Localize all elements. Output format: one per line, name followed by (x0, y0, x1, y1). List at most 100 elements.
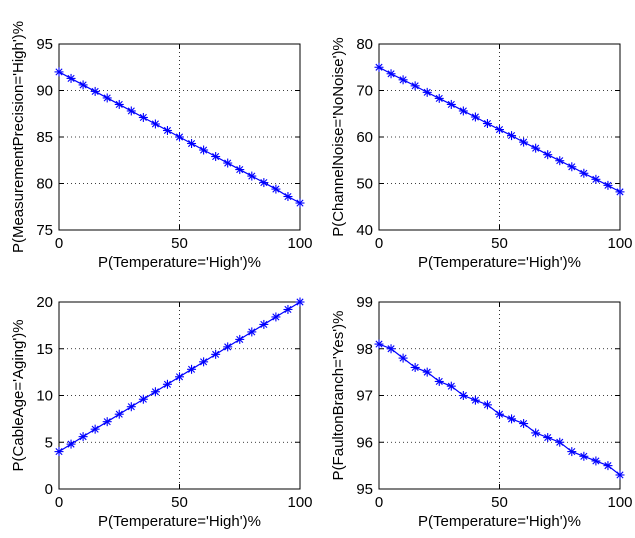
data-point (187, 139, 197, 149)
y-tick-label: 80 (36, 176, 53, 193)
data-point (591, 174, 601, 184)
data-point (271, 184, 281, 194)
chart-panel-4: 0 50 100 95 96 97 98 99 P(Temperature='High')% P(… (330, 294, 633, 530)
data-point (247, 171, 257, 181)
data-point (150, 119, 160, 129)
data-point (259, 178, 269, 188)
x-tick-label: 0 (375, 235, 383, 252)
x-axis-label: P(Temperature='High')% (418, 254, 581, 271)
data-point (422, 87, 432, 97)
data-point (603, 461, 613, 471)
data-point (398, 353, 408, 363)
data-point (482, 119, 492, 129)
y-tick-label: 40 (356, 222, 373, 239)
data-point (54, 447, 64, 457)
data-point (615, 470, 625, 480)
data-point (114, 99, 124, 109)
data-point (126, 402, 136, 412)
data-point (458, 106, 468, 116)
data-point (458, 391, 468, 400)
data-point (470, 112, 480, 122)
chart-panel-1: 0 50 100 75 80 85 90 95 P(Temperature='High')% P(… (10, 21, 313, 271)
data-point (175, 132, 184, 142)
y-tick-label: 97 (356, 388, 373, 405)
data-point (374, 62, 384, 72)
data-point (66, 439, 76, 449)
data-point (283, 304, 293, 314)
data-point (102, 93, 112, 103)
x-tick-label: 50 (491, 235, 508, 252)
data-point (519, 419, 529, 429)
x-tick-label: 0 (55, 494, 63, 511)
data-point (235, 334, 245, 344)
data-point (410, 81, 420, 91)
y-tick-label: 10 (36, 388, 53, 405)
data-point (199, 145, 209, 155)
data-point (422, 367, 432, 377)
data-point (114, 409, 124, 419)
data-point (507, 414, 517, 424)
data-point (543, 150, 553, 160)
data-point (235, 165, 245, 175)
x-tick-label: 0 (55, 235, 63, 252)
y-tick-label: 96 (356, 434, 373, 451)
x-tick-label: 50 (491, 494, 508, 511)
data-point (555, 437, 565, 447)
data-point (223, 158, 233, 168)
y-tick-label: 95 (36, 36, 53, 53)
y-tick-label: 90 (36, 83, 53, 100)
data-point (579, 168, 589, 178)
data-point (211, 349, 221, 359)
x-tick-label: 0 (375, 494, 383, 511)
data-point (138, 394, 148, 404)
y-tick-label: 85 (36, 129, 53, 146)
data-point (102, 417, 112, 427)
y-tick-label: 60 (356, 129, 373, 146)
data-point (519, 137, 529, 147)
y-tick-label: 5 (45, 434, 53, 451)
data-point (66, 73, 76, 83)
data-point (591, 456, 601, 466)
data-point (567, 447, 577, 457)
data-point (386, 344, 396, 354)
data-point (579, 451, 589, 461)
y-tick-label: 80 (356, 36, 373, 53)
data-point (434, 93, 444, 103)
data-point (138, 112, 148, 122)
y-tick-label: 15 (36, 341, 53, 358)
data-point (434, 376, 444, 386)
y-tick-label: 0 (45, 481, 53, 498)
data-point (567, 162, 577, 172)
x-tick-label: 100 (607, 494, 632, 511)
data-point (295, 297, 305, 307)
data-point (199, 357, 209, 367)
data-point (295, 198, 305, 208)
y-tick-label: 20 (36, 294, 53, 311)
data-point (603, 180, 613, 190)
chart-panel-3: 0 50 100 0 5 10 15 20 P(Temperature='High')% P(Ca… (10, 294, 313, 530)
data-point (531, 143, 541, 153)
data-point (555, 156, 565, 166)
data-point (410, 362, 420, 372)
y-axis-label: P(ChannelNoise='NoNoise')% (330, 37, 347, 237)
x-tick-label: 100 (287, 494, 312, 511)
data-point (78, 432, 88, 442)
data-point (162, 379, 172, 389)
x-axis-label: P(Temperature='High')% (98, 513, 261, 530)
data-point (398, 75, 408, 85)
x-axis-label: P(Temperature='High')% (98, 254, 261, 271)
y-tick-label: 95 (356, 481, 373, 498)
data-point (223, 342, 233, 352)
x-tick-label: 50 (171, 235, 188, 252)
data-point (78, 80, 88, 90)
y-tick-label: 75 (36, 222, 53, 239)
data-point (90, 86, 100, 96)
data-point (507, 131, 517, 141)
y-axis-label: P(MeasurementPrecision='High')% (10, 21, 27, 253)
y-tick-label: 99 (356, 294, 373, 311)
data-point (531, 428, 541, 438)
data-point (259, 319, 269, 329)
chart-panel-2: 0 50 100 40 50 60 70 80 P(Temperature='High')% P(… (330, 36, 633, 271)
data-point (283, 192, 293, 202)
